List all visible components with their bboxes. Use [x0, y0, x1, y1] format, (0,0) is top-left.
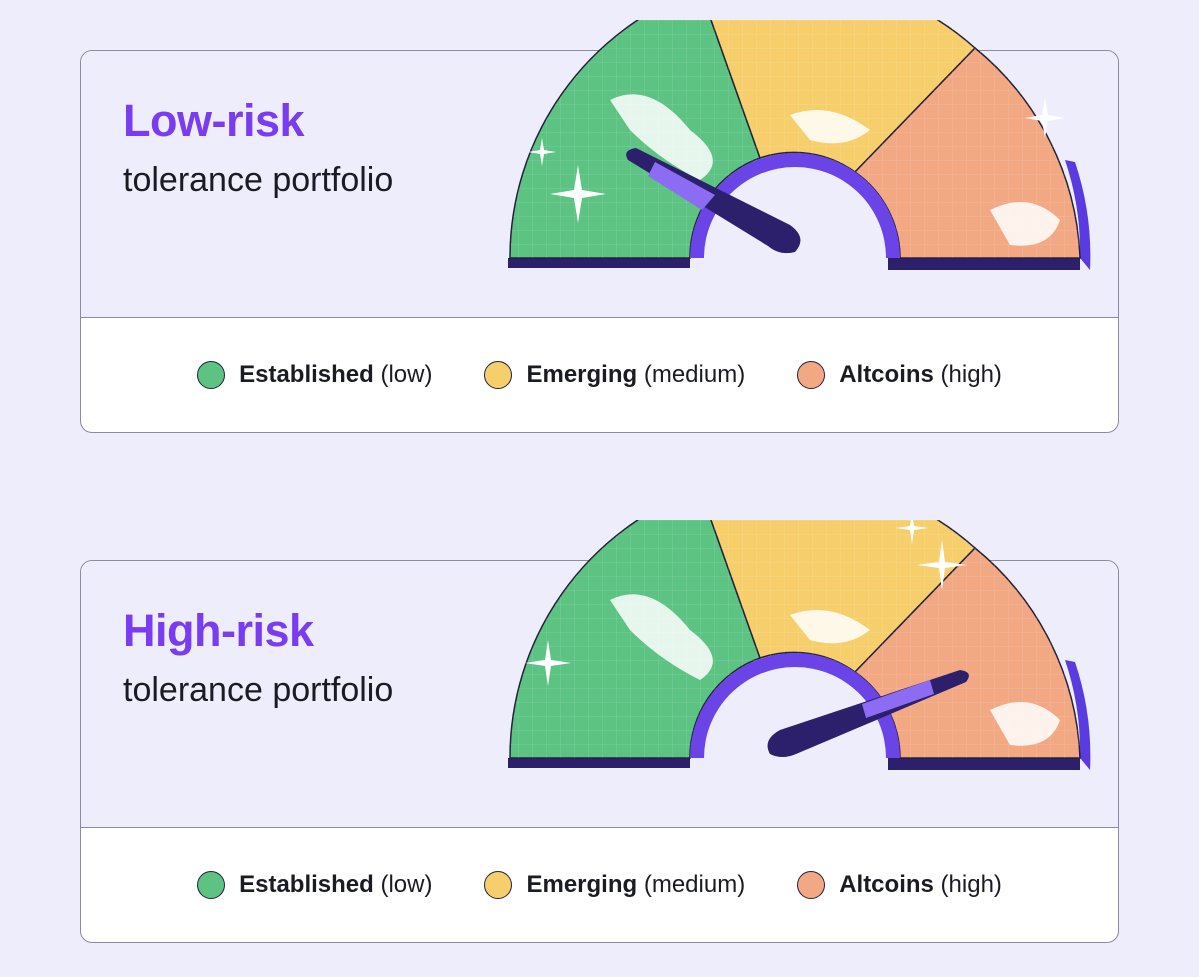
- gauge-depth: [1065, 160, 1091, 270]
- legend-label: Altcoins: [839, 871, 934, 898]
- gauge-inner-ring: [690, 653, 900, 758]
- legend-item-altcoins: Altcoins (high): [797, 871, 1002, 899]
- legend-label: Emerging: [526, 871, 638, 898]
- gauge-depth: [888, 758, 1080, 770]
- gauge-depth: [888, 258, 1080, 270]
- legend-label: Established: [239, 361, 374, 388]
- legend-qualifier: (low): [380, 871, 433, 898]
- legend-qualifier: (high): [940, 361, 1002, 388]
- panel-subtitle: tolerance portfolio: [123, 161, 394, 199]
- green-dot-icon: [197, 871, 226, 899]
- yellow-dot-icon: [484, 361, 513, 389]
- legend-item-emerging: Emerging (medium): [484, 871, 745, 899]
- legend-item-emerging: Emerging (medium): [484, 361, 745, 389]
- panel-title: High-risk: [123, 605, 314, 656]
- gauge-needle: [626, 148, 801, 254]
- legend-item-altcoins: Altcoins (high): [797, 361, 1002, 389]
- gauge-highlight: [610, 94, 713, 180]
- legend-qualifier: (medium): [643, 871, 746, 898]
- sparkle-icon: [528, 138, 556, 166]
- gauge-highlight: [790, 110, 870, 144]
- gauge-needle: [767, 670, 969, 757]
- panel-title: Low-risk: [123, 95, 305, 146]
- legend-item-established: Established (low): [197, 871, 432, 899]
- sparkle-icon: [896, 520, 928, 544]
- gauge-highlight: [790, 610, 870, 644]
- gauge-highlight: [990, 702, 1060, 746]
- gauge-depth: [508, 758, 690, 768]
- legend-label: Altcoins: [839, 361, 934, 388]
- risk-gauge-high: [508, 520, 1091, 770]
- sparkle-icon: [1025, 98, 1065, 138]
- panel-subtitle: tolerance portfolio: [123, 671, 394, 709]
- legend-label: Established: [239, 871, 374, 898]
- gauge-depth: [508, 258, 690, 268]
- sparkle-icon: [550, 165, 606, 223]
- legend-label: Emerging: [526, 361, 638, 388]
- legend-item-established: Established (low): [197, 361, 432, 389]
- yellow-dot-icon: [484, 871, 513, 899]
- gauge-inner-ring: [690, 153, 900, 258]
- legend-qualifier: (medium): [643, 361, 746, 388]
- gauge-highlight: [610, 594, 713, 680]
- legend: Established (low) Emerging (medium) Altc…: [81, 317, 1118, 433]
- orange-dot-icon: [797, 361, 826, 389]
- risk-gauge-low: [508, 20, 1091, 270]
- gauge-highlight: [990, 202, 1060, 246]
- legend: Established (low) Emerging (medium) Altc…: [81, 827, 1118, 943]
- sparkle-icon: [917, 540, 967, 590]
- legend-qualifier: (high): [940, 871, 1002, 898]
- gauge-depth: [1065, 660, 1091, 770]
- legend-qualifier: (low): [380, 361, 433, 388]
- orange-dot-icon: [797, 871, 826, 899]
- green-dot-icon: [197, 361, 226, 389]
- sparkle-icon: [525, 640, 571, 686]
